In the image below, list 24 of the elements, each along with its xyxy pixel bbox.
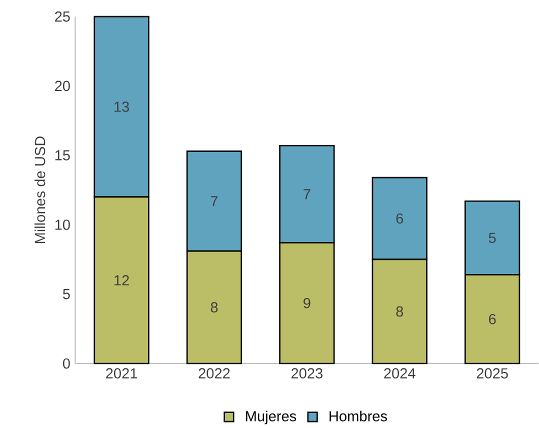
- data-label: 7: [210, 196, 218, 206]
- data-label: 8: [396, 306, 404, 317]
- data-label: 7: [304, 189, 310, 200]
- y-tick-label: 15: [55, 150, 70, 160]
- x-tick-label: 2022: [198, 368, 230, 378]
- y-tick-label: 0: [62, 358, 70, 369]
- x-tick-label: 2025: [476, 368, 508, 378]
- y-tick-label: 5: [62, 289, 70, 300]
- data-label: 9: [304, 298, 310, 308]
- y-tick-label: 25: [55, 11, 70, 22]
- y-tick-label: 10: [55, 220, 70, 230]
- data-label: 6: [396, 213, 404, 224]
- legend-label: Hombres: [330, 410, 387, 422]
- legend-label: Mujeres: [246, 410, 296, 424]
- data-label: 13: [114, 102, 129, 112]
- data-label: 6: [489, 314, 496, 324]
- data-label: 12: [114, 275, 129, 286]
- y-axis-title: Millones de USD: [34, 136, 46, 244]
- data-label: 5: [488, 232, 496, 243]
- x-tick-label: 2024: [384, 368, 416, 378]
- y-tick-label: 20: [55, 80, 70, 92]
- data-label: 8: [210, 302, 218, 312]
- x-tick-label: 2023: [291, 368, 322, 378]
- x-tick-label: 2021: [106, 368, 138, 378]
